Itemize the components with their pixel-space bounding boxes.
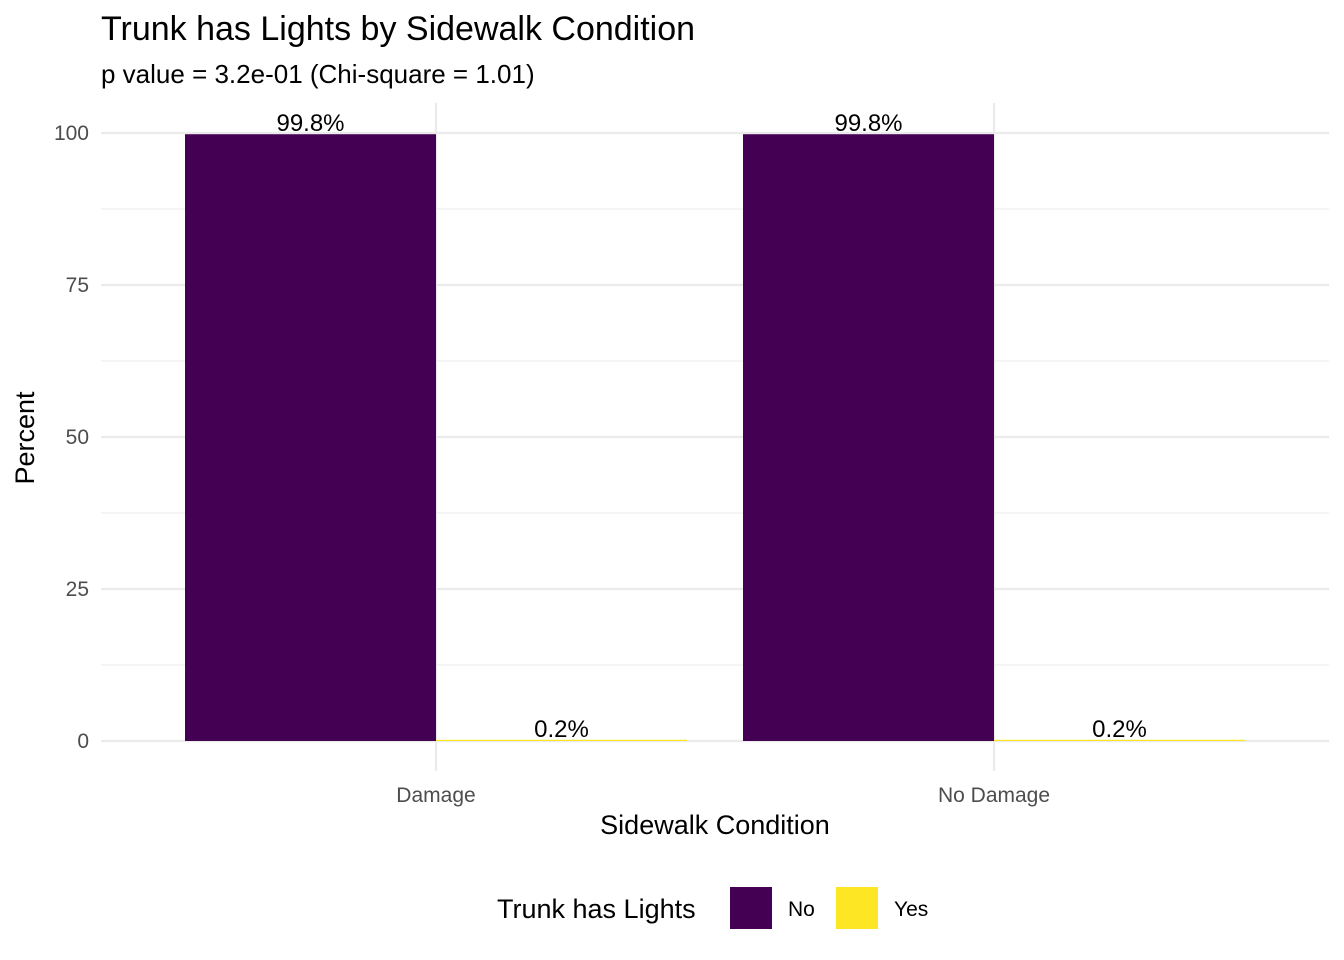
x-tick-label: No Damage <box>938 784 1050 807</box>
y-axis-title: Percent <box>10 391 40 485</box>
bar-no-no-damage <box>743 134 994 741</box>
y-tick-label: 25 <box>66 578 89 601</box>
legend-label: No <box>788 898 815 921</box>
legend-key-no <box>730 887 772 929</box>
chart-subtitle: p value = 3.2e-01 (Chi-square = 1.01) <box>101 59 535 89</box>
legend-title: Trunk has Lights <box>497 894 696 924</box>
data-labels: 99.8% 0.2% 99.8% 0.2% <box>276 110 1146 743</box>
bar-yes-damage <box>436 739 687 741</box>
y-tick-label: 100 <box>54 122 89 145</box>
legend: Trunk has Lights No Yes <box>497 887 928 929</box>
x-axis: Damage No Damage <box>396 784 1050 807</box>
data-label: 99.8% <box>276 110 344 137</box>
x-tick-label: Damage <box>396 784 475 807</box>
y-axis: 0 25 50 75 100 <box>54 122 89 753</box>
y-tick-label: 50 <box>66 426 89 449</box>
legend-key-yes <box>836 887 878 929</box>
data-label: 99.8% <box>834 110 902 137</box>
chart-title: Trunk has Lights by Sidewalk Condition <box>101 10 695 48</box>
legend-label: Yes <box>894 898 928 921</box>
bar-no-damage <box>185 134 436 741</box>
data-label: 0.2% <box>534 716 589 743</box>
data-label: 0.2% <box>1092 716 1147 743</box>
x-axis-title: Sidewalk Condition <box>600 810 830 840</box>
y-tick-label: 75 <box>66 274 89 297</box>
bar-yes-no-damage <box>994 739 1245 741</box>
bars <box>185 134 1245 741</box>
y-tick-label: 0 <box>77 730 89 753</box>
